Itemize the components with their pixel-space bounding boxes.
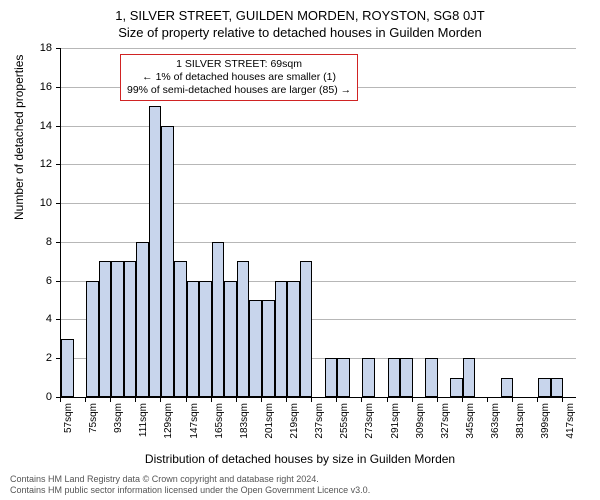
histogram-bar: [325, 358, 338, 397]
annotation-box: 1 SILVER STREET: 69sqm ← 1% of detached …: [120, 54, 358, 101]
xtick-mark: [211, 397, 212, 402]
ytick-mark: [56, 281, 61, 282]
ytick-label: 6: [0, 275, 52, 287]
annotation-line1: 1 SILVER STREET: 69sqm: [127, 58, 351, 71]
xtick-mark: [110, 397, 111, 402]
xtick-mark: [412, 397, 413, 402]
histogram-bar: [275, 281, 288, 397]
annotation-line3: 99% of semi-detached houses are larger (…: [127, 84, 351, 97]
xtick-mark: [387, 397, 388, 402]
gridline: [61, 164, 576, 165]
histogram-bar: [262, 300, 275, 397]
ytick-label: 4: [0, 313, 52, 325]
ytick-mark: [56, 87, 61, 88]
copyright-notice: Contains HM Land Registry data © Crown c…: [10, 474, 370, 496]
x-axis-label: Distribution of detached houses by size …: [0, 452, 600, 466]
histogram-bar: [161, 126, 174, 397]
histogram-chart: 1 SILVER STREET: 69sqm ← 1% of detached …: [60, 48, 576, 398]
ytick-label: 12: [0, 158, 52, 170]
ytick-label: 2: [0, 352, 52, 364]
histogram-bar: [174, 261, 187, 397]
gridline: [61, 203, 576, 204]
histogram-bar: [362, 358, 375, 397]
xtick-mark: [336, 397, 337, 402]
histogram-bar: [237, 261, 250, 397]
copyright-line2: Contains HM public sector information li…: [10, 485, 370, 496]
y-axis-label: Number of detached properties: [12, 55, 26, 220]
histogram-bar: [501, 378, 514, 397]
xtick-mark: [186, 397, 187, 402]
histogram-bar: [149, 106, 162, 397]
gridline: [61, 48, 576, 49]
gridline: [61, 126, 576, 127]
xtick-mark: [512, 397, 513, 402]
histogram-bar: [450, 378, 463, 397]
ytick-label: 14: [0, 120, 52, 132]
xtick-mark: [361, 397, 362, 402]
xtick-mark: [286, 397, 287, 402]
xtick-mark: [537, 397, 538, 402]
ytick-label: 16: [0, 81, 52, 93]
histogram-bar: [187, 281, 200, 397]
histogram-bar: [136, 242, 149, 397]
ytick-label: 10: [0, 197, 52, 209]
histogram-bar: [388, 358, 401, 397]
ytick-mark: [56, 203, 61, 204]
histogram-bar: [337, 358, 350, 397]
xtick-mark: [562, 397, 563, 402]
histogram-bar: [287, 281, 300, 397]
histogram-bar: [111, 261, 124, 397]
ytick-mark: [56, 242, 61, 243]
ytick-mark: [56, 164, 61, 165]
ytick-label: 18: [0, 42, 52, 54]
ytick-label: 8: [0, 236, 52, 248]
histogram-bar: [249, 300, 262, 397]
ytick-label: 0: [0, 391, 52, 403]
histogram-bar: [463, 358, 476, 397]
histogram-bar: [300, 261, 313, 397]
copyright-line1: Contains HM Land Registry data © Crown c…: [10, 474, 370, 485]
xtick-mark: [160, 397, 161, 402]
histogram-bar: [400, 358, 413, 397]
xtick-mark: [311, 397, 312, 402]
xtick-mark: [437, 397, 438, 402]
annotation-line2: ← 1% of detached houses are smaller (1): [127, 71, 351, 84]
xtick-mark: [85, 397, 86, 402]
histogram-bar: [224, 281, 237, 397]
histogram-bar: [538, 378, 551, 397]
ytick-mark: [56, 319, 61, 320]
xtick-mark: [487, 397, 488, 402]
histogram-bar: [199, 281, 212, 397]
ytick-mark: [56, 126, 61, 127]
title-address: 1, SILVER STREET, GUILDEN MORDEN, ROYSTO…: [0, 0, 600, 23]
xtick-mark: [261, 397, 262, 402]
xtick-mark: [135, 397, 136, 402]
histogram-bar: [212, 242, 225, 397]
xtick-mark: [60, 397, 61, 402]
title-subtitle: Size of property relative to detached ho…: [0, 23, 600, 40]
histogram-bar: [124, 261, 137, 397]
histogram-bar: [425, 358, 438, 397]
histogram-bar: [86, 281, 99, 397]
histogram-bar: [61, 339, 74, 397]
ytick-mark: [56, 48, 61, 49]
xtick-mark: [236, 397, 237, 402]
xtick-mark: [462, 397, 463, 402]
histogram-bar: [551, 378, 564, 397]
histogram-bar: [99, 261, 112, 397]
